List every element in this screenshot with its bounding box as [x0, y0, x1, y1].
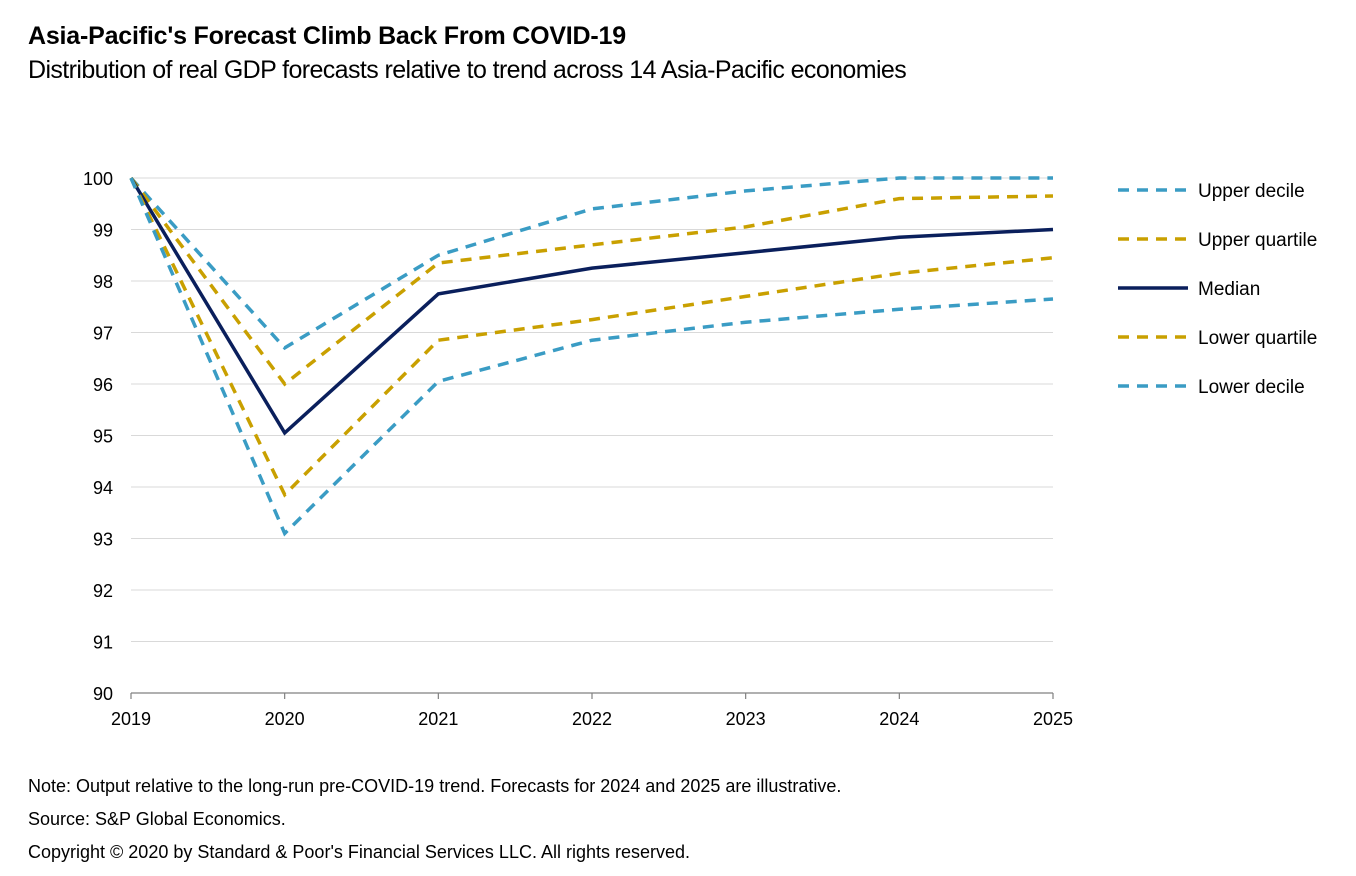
series-line-lower-quartile [129, 177, 1054, 498]
copyright-text: Copyright © 2020 by Standard & Poor's Fi… [28, 842, 691, 862]
x-tick-label-2025: 2025 [1033, 709, 1073, 729]
y-tick-label-95: 95 [93, 427, 113, 447]
legend-label-median: Median [1198, 279, 1260, 300]
y-tick-label-92: 92 [93, 581, 113, 601]
legend-label-upper-quartile: Upper quartile [1198, 230, 1317, 251]
legend-label-upper-decile: Upper decile [1198, 181, 1305, 202]
y-tick-label-94: 94 [93, 478, 113, 498]
legend-label-lower-quartile: Lower quartile [1198, 328, 1317, 349]
y-tick-label-97: 97 [93, 324, 113, 344]
y-tick-label-90: 90 [93, 684, 113, 704]
x-tick-label-2022: 2022 [572, 709, 612, 729]
y-tick-label-91: 91 [93, 633, 113, 653]
x-tick-label-2020: 2020 [265, 709, 305, 729]
series-line-lower-decile [129, 177, 1054, 537]
y-tick-label-98: 98 [93, 272, 113, 292]
footnotes: Note: Output relative to the long-run pr… [28, 770, 841, 869]
y-tick-label-93: 93 [93, 530, 113, 550]
x-tick-label-2023: 2023 [726, 709, 766, 729]
source-text: Source: S&P Global Economics. [28, 809, 286, 829]
y-tick-label-99: 99 [93, 221, 113, 241]
x-tick-label-2019: 2019 [111, 709, 151, 729]
y-tick-label-96: 96 [93, 375, 113, 395]
series-line-upper-quartile [129, 176, 1054, 387]
y-tick-label-100: 100 [83, 169, 113, 189]
series-line-upper-decile [129, 176, 1053, 351]
note-text: Note: Output relative to the long-run pr… [28, 776, 842, 796]
legend-label-lower-decile: Lower decile [1198, 377, 1305, 398]
chart-subtitle: Distribution of real GDP forecasts relat… [28, 56, 907, 84]
chart-title: Asia-Pacific's Forecast Climb Back From … [28, 22, 626, 50]
x-tick-label-2021: 2021 [418, 709, 458, 729]
x-tick-label-2024: 2024 [879, 709, 919, 729]
series-line-median [129, 177, 1054, 436]
